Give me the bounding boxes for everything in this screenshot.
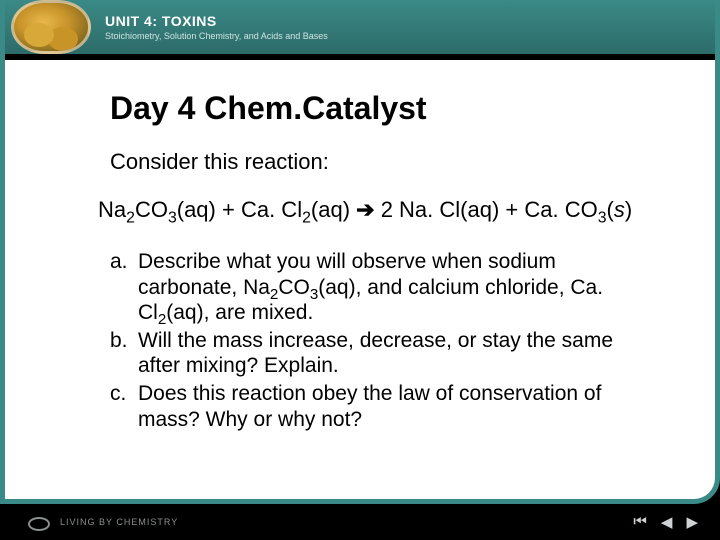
question-a: a. Describe what you will observe when s… [110,249,635,326]
header-divider [5,54,715,60]
reaction-equation: Na2CO3(aq) + Ca. Cl2(aq) ➔ 2 Na. Cl(aq) … [98,197,635,223]
footer-brand: LIVING BY CHEMISTRY [60,517,178,527]
slide-frame: UNIT 4: TOXINS Stoichiometry, Solution C… [0,0,720,540]
footer-brand-group: LIVING BY CHEMISTRY [28,513,178,531]
nav-prev-icon[interactable]: ◀ [661,513,673,531]
footer-bar: LIVING BY CHEMISTRY ⏮ ◀ ▶ [0,504,720,540]
header-text: UNIT 4: TOXINS Stoichiometry, Solution C… [105,13,328,41]
eq-sub: 3 [168,209,177,226]
eq-part: Ca. Cl [241,197,302,222]
eq-part: 2 Na. Cl [381,197,460,222]
slide-nav: ⏮ ◀ ▶ [633,513,698,531]
publisher-logo-icon [28,513,50,531]
nav-next-icon[interactable]: ▶ [686,513,698,531]
q-body: Does this reaction obey the law of conse… [138,381,635,432]
question-list: a. Describe what you will observe when s… [110,249,635,432]
slide-title: Day 4 Chem.Catalyst [110,90,635,127]
eq-sub: 2 [302,209,311,226]
eq-state: ) [625,197,632,222]
eq-state: (aq) [311,197,350,222]
prompt-line: Consider this reaction: [110,149,635,175]
eq-part: Ca. CO [524,197,597,222]
question-b: b. Will the mass increase, decrease, or … [110,328,635,379]
eq-state: ( [607,197,614,222]
slide-content: Day 4 Chem.Catalyst Consider this reacti… [110,90,635,434]
q-body: Describe what you will observe when sodi… [138,249,635,326]
q-label: c. [110,381,138,432]
unit-header: UNIT 4: TOXINS Stoichiometry, Solution C… [5,0,715,54]
eq-sub: 3 [598,209,607,226]
nav-first-icon[interactable]: ⏮ [633,513,647,531]
unit-label: UNIT 4: TOXINS [105,13,328,29]
eq-arrow: ➔ [350,197,381,222]
eq-sub: 2 [126,209,135,226]
question-c: c. Does this reaction obey the law of co… [110,381,635,432]
q-text: (aq) [166,301,203,324]
content-panel: UNIT 4: TOXINS Stoichiometry, Solution C… [0,0,720,504]
q-label: a. [110,249,138,326]
unit-subtitle: Stoichiometry, Solution Chemistry, and A… [105,31,328,41]
eq-part: CO [135,197,168,222]
q-body: Will the mass increase, decrease, or sta… [138,328,635,379]
eq-state: (aq) [177,197,216,222]
eq-plus: + [216,197,241,222]
eq-state: s [614,197,625,222]
q-label: b. [110,328,138,379]
q-text: (aq) [318,276,355,299]
eq-state: (aq) [460,197,499,222]
eq-plus: + [499,197,524,222]
q-text: CO [278,276,310,299]
toxins-icon [11,0,91,54]
q-text: , are mixed. [204,301,314,324]
q-sub: 2 [158,311,166,328]
eq-part: Na [98,197,126,222]
